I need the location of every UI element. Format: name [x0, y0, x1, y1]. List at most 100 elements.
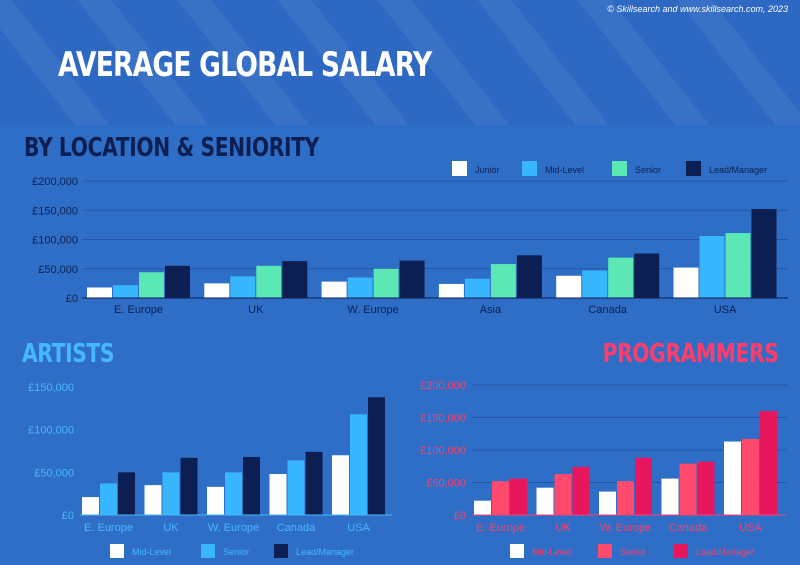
- bar-location-lead-manager: [751, 209, 777, 298]
- legend-swatch: [274, 544, 288, 558]
- x-tick-label: UK: [248, 304, 264, 316]
- bar-location-senior: [373, 268, 399, 298]
- legend-label: Mid-Level: [132, 547, 171, 557]
- bar-programmers-lead-manager: [572, 466, 590, 515]
- legend-swatch: [452, 161, 467, 176]
- legend-label: Lead/Manager: [709, 165, 767, 175]
- bar-artists-lead-manager: [180, 457, 198, 515]
- section-title-artists: ARTISTS: [22, 339, 115, 369]
- artists-chart: £0 £50,000 £100,000 £150,000 E. Europe UK W. E…: [28, 382, 392, 558]
- copyright-credit: © Skillsearch and www.skillsearch.com, 2…: [607, 4, 788, 14]
- y-tick-label: £150,000: [28, 382, 74, 394]
- legend-label: Lead/Manager: [296, 547, 354, 557]
- bar-programmers-mid-level: [599, 491, 616, 515]
- x-tick-label: W. Europe: [600, 522, 651, 534]
- legend-label: Junior: [475, 165, 500, 175]
- legend-swatch: [598, 544, 612, 558]
- bar-location-lead-manager: [516, 255, 542, 298]
- legend-label: Mid-Level: [532, 547, 571, 557]
- x-tick-label: Canada: [277, 522, 316, 534]
- bar-artists-mid-level: [144, 485, 162, 515]
- bar-location-mid-level: [347, 277, 373, 298]
- legend-swatch: [201, 544, 215, 558]
- bar-programmers-senior: [554, 474, 572, 515]
- bar-location-junior: [556, 275, 582, 298]
- bar-location-lead-manager: [399, 260, 425, 298]
- bar-programmers-mid-level: [661, 478, 679, 515]
- bar-artists-senior: [350, 414, 367, 515]
- bar-artists-lead-manager: [118, 472, 135, 515]
- bar-location-senior: [490, 264, 516, 298]
- bar-artists-mid-level: [207, 486, 224, 515]
- bar-programmers-mid-level: [536, 487, 554, 515]
- bar-location-junior: [87, 287, 112, 298]
- bar-artists-lead-manager: [368, 397, 385, 515]
- x-tick-label: Canada: [588, 304, 627, 316]
- legend-label: Lead/Manager: [696, 547, 754, 557]
- legend-swatch: [510, 544, 524, 558]
- bar-artists-senior: [100, 483, 117, 515]
- bar-artists-lead-manager: [305, 451, 323, 515]
- bar-artists-senior: [162, 472, 180, 515]
- x-tick-label: E. Europe: [84, 522, 133, 534]
- x-tick-label: UK: [163, 522, 179, 534]
- bar-location-lead-manager: [634, 253, 660, 298]
- legend-label: Senior: [620, 547, 646, 557]
- bar-location-senior: [256, 265, 282, 298]
- y-tick-label: £100,000: [32, 235, 78, 247]
- bar-programmers-mid-level: [474, 500, 491, 515]
- bar-location-junior: [438, 283, 464, 298]
- legend-swatch: [612, 161, 627, 176]
- bar-location-junior: [673, 267, 699, 298]
- legend-swatch: [674, 544, 688, 558]
- bar-artists-mid-level: [82, 497, 99, 515]
- legend-label: Senior: [635, 165, 661, 175]
- bar-artists-mid-level: [332, 455, 349, 515]
- y-tick-label: £50,000: [426, 478, 466, 490]
- y-tick-label: £200,000: [32, 176, 78, 188]
- y-tick-label: £0: [454, 510, 466, 522]
- bar-location-senior: [725, 233, 751, 298]
- x-tick-label: E. Europe: [476, 522, 525, 534]
- y-tick-label: £200,000: [420, 380, 466, 392]
- x-tick-label: Canada: [669, 522, 708, 534]
- page-title: AVERAGE GLOBAL SALARY: [58, 45, 432, 85]
- bar-location-senior: [608, 257, 634, 298]
- bar-location-lead-manager: [165, 265, 190, 298]
- y-tick-label: £100,000: [420, 445, 466, 457]
- legend-swatch: [686, 161, 701, 176]
- bar-location-mid-level: [113, 285, 138, 298]
- y-tick-label: £100,000: [28, 425, 74, 437]
- x-tick-label: USA: [347, 522, 370, 534]
- bar-programmers-lead-manager: [635, 457, 652, 515]
- bar-location-mid-level: [464, 278, 490, 298]
- bar-location-junior: [321, 281, 347, 298]
- bar-programmers-senior: [679, 463, 697, 515]
- bar-artists-lead-manager: [243, 456, 260, 515]
- bar-location-mid-level: [582, 270, 608, 298]
- legend-label: Mid-Level: [545, 165, 584, 175]
- x-tick-label: Asia: [480, 304, 502, 316]
- bar-location-mid-level: [699, 235, 725, 298]
- header-banner: [0, 0, 800, 125]
- programmers-chart: £0 £50,000 £100,000 £150,000 £200,000 E. Euro…: [420, 380, 786, 558]
- bar-programmers-lead-manager: [510, 478, 527, 515]
- legend-swatch: [522, 161, 537, 176]
- x-tick-label: USA: [714, 304, 737, 316]
- bar-programmers-senior: [492, 481, 509, 515]
- bar-location-mid-level: [230, 276, 256, 298]
- bar-artists-mid-level: [269, 474, 287, 515]
- y-tick-label: £150,000: [32, 205, 78, 217]
- bar-location-junior: [204, 283, 230, 298]
- bar-location-senior: [139, 272, 164, 298]
- bar-artists-senior: [225, 472, 242, 515]
- x-tick-label: E. Europe: [114, 304, 163, 316]
- x-tick-label: UK: [555, 522, 571, 534]
- y-tick-label: £150,000: [420, 413, 466, 425]
- bar-programmers-lead-manager: [697, 461, 715, 515]
- legend-label: Senior: [223, 547, 249, 557]
- legend-swatch: [110, 544, 124, 558]
- bar-artists-senior: [287, 460, 305, 515]
- section-title-location: BY LOCATION & SENIORITY: [24, 133, 319, 163]
